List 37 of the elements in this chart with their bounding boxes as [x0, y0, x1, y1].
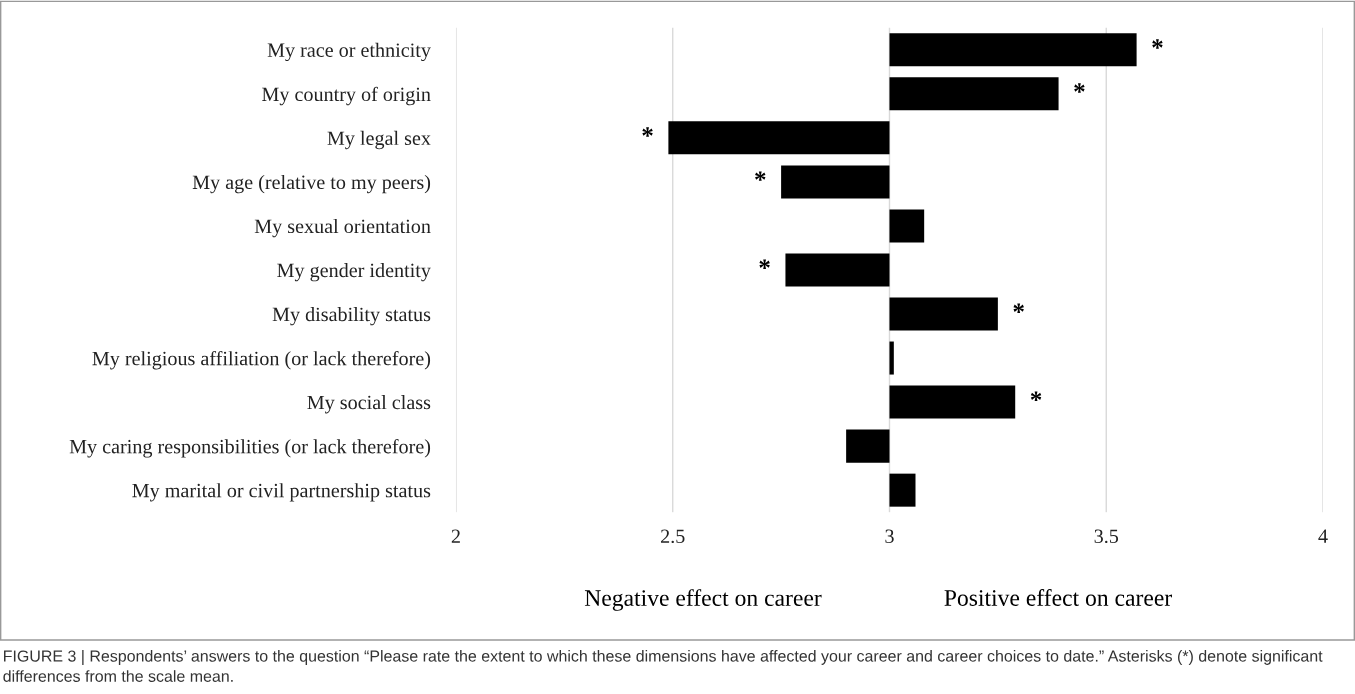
bar	[781, 165, 890, 199]
x-tick-label: 4	[1318, 529, 1328, 543]
y-tick-label: My age (relative to my peers)	[192, 174, 431, 194]
y-tick-label: My country of origin	[262, 86, 431, 106]
y-tick-label: My legal sex	[327, 130, 431, 150]
bar	[668, 121, 890, 155]
data-label: *	[642, 127, 653, 137]
x-tick-label: 3.5	[1094, 529, 1119, 544]
y-tick-label: My religious affiliation (or lack therefore)	[92, 350, 431, 370]
bar	[785, 253, 890, 287]
text: Negative effect on career	[584, 589, 822, 611]
caption: FIGURE 3 | Respondents’ answers to the question “Please rate the extent to which these dimensions have affected your career and career choices to date.” Asterisks (*) denote significant differences from the scale mean.	[3, 650, 1323, 682]
y-tick-label: My social class	[307, 395, 431, 414]
bar	[889, 297, 998, 331]
data-label: *	[1030, 391, 1042, 402]
y-tick-label: My race or ethnicity	[267, 42, 431, 62]
x-tick-label: 2	[451, 529, 460, 543]
data-label: *	[1074, 83, 1085, 93]
y-tick-label: My gender identity	[277, 262, 431, 282]
bar	[889, 341, 894, 375]
y-tick-label: My caring responsibilities (or lack therefore)	[69, 439, 431, 458]
data-label: *	[1013, 303, 1024, 313]
data-label: *	[1152, 39, 1163, 49]
bar	[889, 33, 1137, 67]
y-tick-label: My sexual orientation	[254, 218, 431, 238]
bar	[889, 209, 925, 243]
x-tick-label: 2.5	[661, 529, 685, 544]
bar	[846, 429, 890, 463]
data-label: *	[755, 171, 766, 181]
bar	[889, 385, 1016, 419]
data-label: *	[759, 259, 770, 269]
bar	[889, 77, 1059, 111]
x-tick-label: 3	[885, 529, 894, 544]
text: Positive effect on career	[944, 589, 1172, 606]
bar	[889, 473, 916, 507]
y-tick-label: My marital or civil partnership status	[132, 483, 431, 502]
y-tick-label: My disability status	[272, 307, 431, 326]
